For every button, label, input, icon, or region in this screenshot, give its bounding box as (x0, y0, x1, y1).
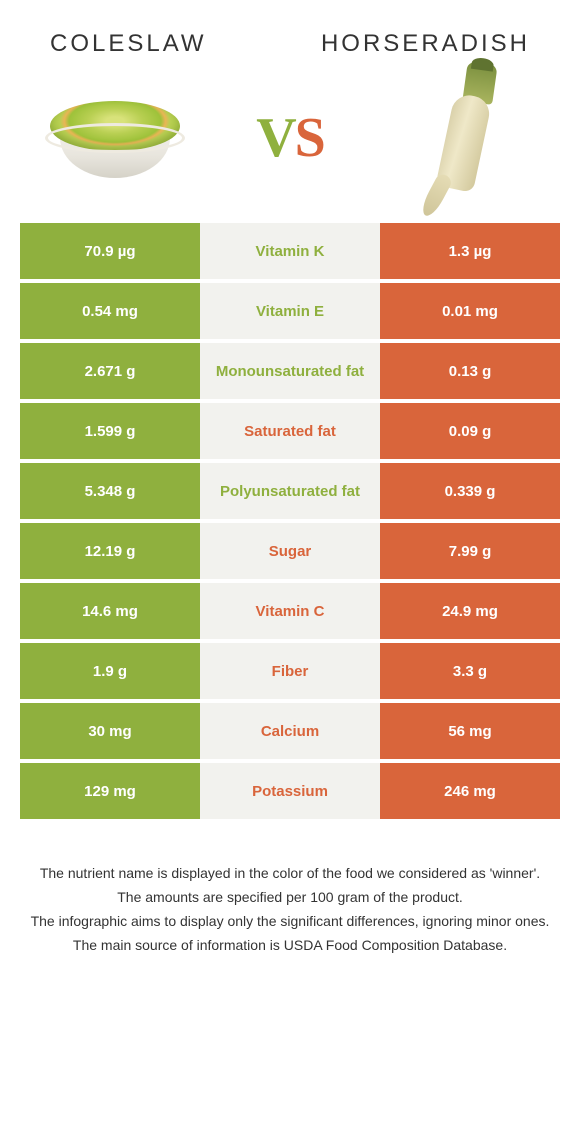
left-value: 129 mg (20, 763, 200, 819)
right-value: 3.3 g (380, 643, 560, 699)
right-value: 56 mg (380, 703, 560, 759)
left-value: 0.54 mg (20, 283, 200, 339)
left-value: 14.6 mg (20, 583, 200, 639)
table-row: 129 mgPotassium246 mg (20, 763, 560, 819)
right-value: 0.01 mg (380, 283, 560, 339)
left-value: 5.348 g (20, 463, 200, 519)
left-value: 1.599 g (20, 403, 200, 459)
footer-line-1: The nutrient name is displayed in the co… (30, 863, 550, 884)
nutrient-label: Saturated fat (200, 403, 380, 459)
horseradish-image (390, 78, 540, 198)
left-value: 70.9 µg (20, 223, 200, 279)
right-value: 0.13 g (380, 343, 560, 399)
coleslaw-image (40, 78, 190, 198)
vs-label: VS (256, 106, 324, 170)
left-value: 1.9 g (20, 643, 200, 699)
nutrient-label: Potassium (200, 763, 380, 819)
right-value: 246 mg (380, 763, 560, 819)
nutrient-table: 70.9 µgVitamin K1.3 µg0.54 mgVitamin E0.… (20, 223, 560, 819)
nutrient-label: Polyunsaturated fat (200, 463, 380, 519)
nutrient-label: Vitamin C (200, 583, 380, 639)
right-value: 1.3 µg (380, 223, 560, 279)
footer-line-3: The infographic aims to display only the… (30, 911, 550, 932)
infographic-container: COLESLAW HORSERADISH VS 70.9 µgVitamin K… (0, 0, 580, 956)
images-row: VS (0, 68, 580, 223)
left-food-title: COLESLAW (50, 30, 206, 58)
table-row: 5.348 gPolyunsaturated fat0.339 g (20, 463, 560, 519)
footer-line-2: The amounts are specified per 100 gram o… (30, 887, 550, 908)
footer: The nutrient name is displayed in the co… (0, 823, 580, 956)
bowl-icon (45, 93, 185, 183)
header: COLESLAW HORSERADISH (0, 0, 580, 68)
vs-s: S (295, 107, 324, 169)
nutrient-label: Monounsaturated fat (200, 343, 380, 399)
nutrient-label: Vitamin K (200, 223, 380, 279)
right-value: 0.339 g (380, 463, 560, 519)
right-value: 24.9 mg (380, 583, 560, 639)
table-row: 0.54 mgVitamin E0.01 mg (20, 283, 560, 339)
table-row: 12.19 gSugar7.99 g (20, 523, 560, 579)
right-value: 0.09 g (380, 403, 560, 459)
root-icon (410, 63, 520, 213)
left-value: 2.671 g (20, 343, 200, 399)
table-row: 70.9 µgVitamin K1.3 µg (20, 223, 560, 279)
footer-line-4: The main source of information is USDA F… (30, 935, 550, 956)
table-row: 1.599 gSaturated fat0.09 g (20, 403, 560, 459)
left-value: 12.19 g (20, 523, 200, 579)
nutrient-label: Sugar (200, 523, 380, 579)
right-food-title: HORSERADISH (321, 30, 530, 58)
right-value: 7.99 g (380, 523, 560, 579)
table-row: 30 mgCalcium56 mg (20, 703, 560, 759)
vs-v: V (256, 107, 294, 169)
nutrient-label: Fiber (200, 643, 380, 699)
table-row: 1.9 gFiber3.3 g (20, 643, 560, 699)
table-row: 14.6 mgVitamin C24.9 mg (20, 583, 560, 639)
table-row: 2.671 gMonounsaturated fat0.13 g (20, 343, 560, 399)
nutrient-label: Calcium (200, 703, 380, 759)
nutrient-label: Vitamin E (200, 283, 380, 339)
left-value: 30 mg (20, 703, 200, 759)
